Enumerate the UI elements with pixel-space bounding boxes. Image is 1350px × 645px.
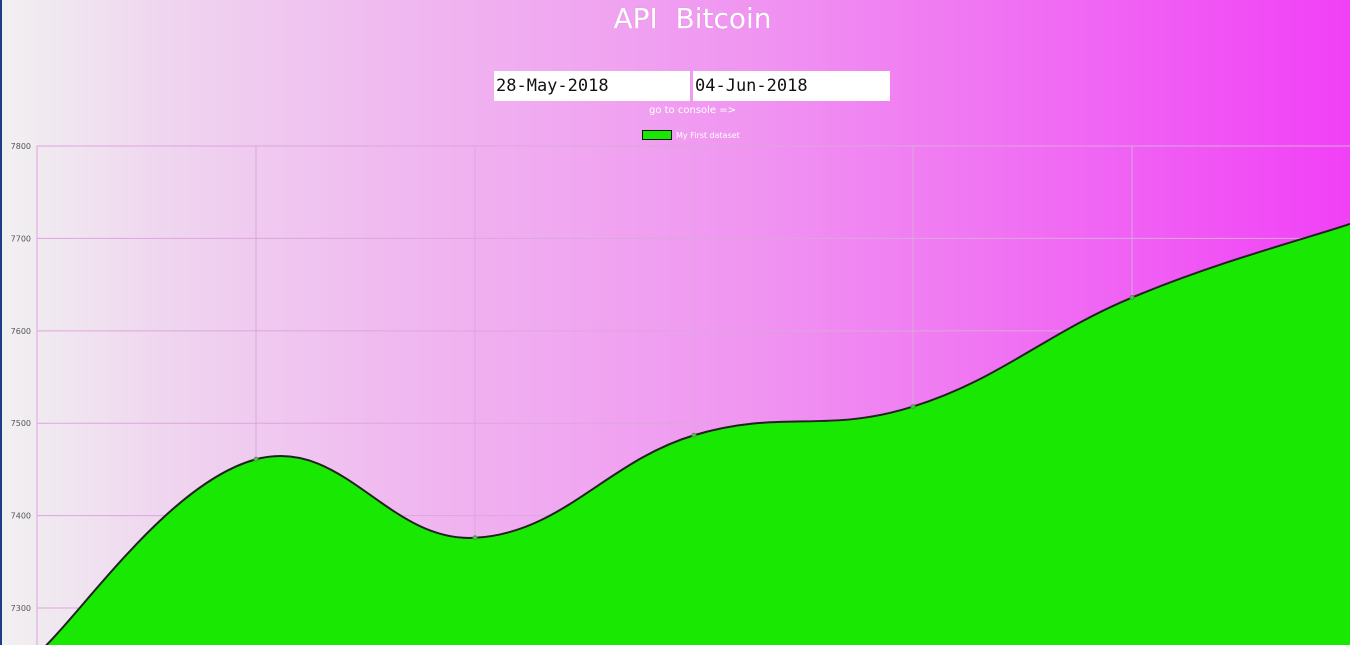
y-tick-label: 7500: [11, 419, 31, 428]
y-tick-label: 7700: [11, 234, 31, 243]
chart-legend[interactable]: My First dataset: [642, 129, 740, 141]
data-point: [910, 404, 916, 410]
chart-series: [37, 222, 1350, 645]
legend-label: My First dataset: [676, 130, 740, 140]
y-tick-label: 7800: [11, 142, 31, 151]
data-point: [1129, 295, 1135, 301]
series-area-fill: [37, 223, 1350, 645]
legend-swatch: [642, 130, 672, 140]
data-point: [253, 456, 259, 462]
start-date-input[interactable]: [494, 71, 690, 101]
window-edge: [0, 0, 2, 645]
data-point: [691, 432, 697, 438]
y-tick-label: 7400: [11, 512, 31, 521]
console-link[interactable]: go to console =>: [648, 105, 736, 116]
y-axis-ticks: 7300 7400 7500 7600 7700 7800: [11, 142, 31, 613]
page-title: API Bitcoin: [613, 2, 772, 35]
data-point: [472, 535, 478, 541]
y-tick-label: 7300: [11, 604, 31, 613]
end-date-input[interactable]: [693, 71, 890, 101]
y-tick-label: 7600: [11, 327, 31, 336]
